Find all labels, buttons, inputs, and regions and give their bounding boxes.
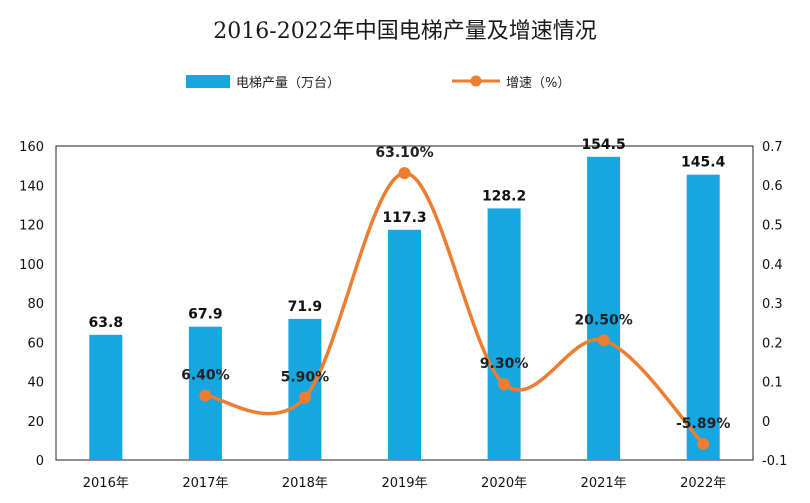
- growth-label: -5.89%: [676, 416, 730, 432]
- bar: [89, 334, 123, 460]
- bar-label: 128.2: [482, 188, 526, 204]
- x-tick: 2017年: [182, 476, 228, 491]
- x-tick: 2020年: [481, 476, 527, 491]
- bar-label: 117.3: [382, 210, 426, 226]
- y-right-tick: -0.1: [762, 454, 787, 469]
- chart-title: 2016-2022年中国电梯产量及增速情况: [213, 19, 596, 44]
- y-right-tick: 0.2: [762, 336, 783, 351]
- y-axis-right: -0.1 0 0.1 0.2 0.3 0.4 0.5 0.6 0.7: [762, 140, 787, 469]
- y-left-tick: 20: [27, 415, 44, 430]
- bar-label: 71.9: [288, 299, 323, 315]
- bar: [487, 208, 521, 460]
- bar-label: 63.8: [89, 315, 124, 331]
- y-right-tick: 0.7: [762, 140, 783, 155]
- y-left-tick: 60: [27, 336, 44, 351]
- y-right-tick: 0.1: [762, 376, 783, 391]
- legend-swatch-bar: [186, 75, 230, 88]
- x-tick: 2019年: [381, 476, 427, 491]
- bar: [388, 229, 421, 460]
- growth-label: 9.30%: [480, 356, 529, 372]
- legend: 电梯产量（万台） 增速（%）: [186, 75, 570, 91]
- growth-label: 63.10%: [375, 145, 433, 161]
- growth-label: 6.40%: [181, 368, 230, 384]
- y-right-tick: 0.4: [762, 258, 783, 273]
- y-right-tick: 0.5: [762, 219, 783, 234]
- growth-marker: [697, 437, 710, 450]
- bar: [587, 156, 621, 461]
- x-axis: 2016年 2017年 2018年 2019年 2020年 2021年 2022年: [83, 476, 726, 491]
- bar-label: 145.4: [681, 155, 726, 171]
- bars: [89, 156, 720, 461]
- legend-label-bar: 电梯产量（万台）: [236, 76, 340, 91]
- growth-line: [205, 171, 705, 446]
- plot-area: 63.8 67.9 71.9 117.3 128.2 154.5 145.4 6.40% 5.…: [55, 137, 754, 461]
- bar-labels: 63.8 67.9 71.9 117.3 128.2 154.5 145.4: [89, 137, 726, 331]
- legend-marker-growth: [470, 75, 482, 87]
- x-tick: 2021年: [581, 476, 627, 491]
- y-right-tick: 0.6: [762, 179, 783, 194]
- y-right-tick: 0.3: [762, 297, 783, 312]
- growth-marker: [199, 389, 212, 402]
- growth-marker: [298, 391, 311, 404]
- growth-markers: [199, 167, 710, 450]
- y-left-tick: 80: [27, 297, 44, 312]
- x-tick: 2016年: [83, 476, 129, 491]
- growth-marker: [597, 334, 610, 347]
- bar: [288, 318, 322, 460]
- y-axis-left: 0 20 40 60 80 100 120 140 160: [19, 140, 44, 469]
- y-left-tick: 40: [27, 376, 44, 391]
- x-tick: 2018年: [282, 476, 328, 491]
- y-left-tick: 0: [36, 454, 44, 469]
- y-left-tick: 160: [19, 140, 44, 155]
- bar-label: 67.9: [188, 307, 223, 323]
- y-left-tick: 140: [19, 179, 44, 194]
- x-tick: 2022年: [680, 476, 726, 491]
- growth-labels: 6.40% 5.90% 63.10% 9.30% 20.50% -5.89%: [181, 145, 730, 432]
- y-left-tick: 100: [19, 258, 44, 273]
- growth-marker: [498, 378, 511, 391]
- bar-label: 154.5: [581, 137, 625, 153]
- growth-label: 20.50%: [574, 312, 632, 328]
- y-right-tick: 0: [762, 415, 770, 430]
- legend-label-growth: 增速（%）: [506, 76, 570, 91]
- growth-label: 5.90%: [281, 370, 330, 386]
- growth-marker: [398, 167, 411, 180]
- bar: [686, 174, 720, 460]
- y-left-tick: 120: [19, 219, 44, 234]
